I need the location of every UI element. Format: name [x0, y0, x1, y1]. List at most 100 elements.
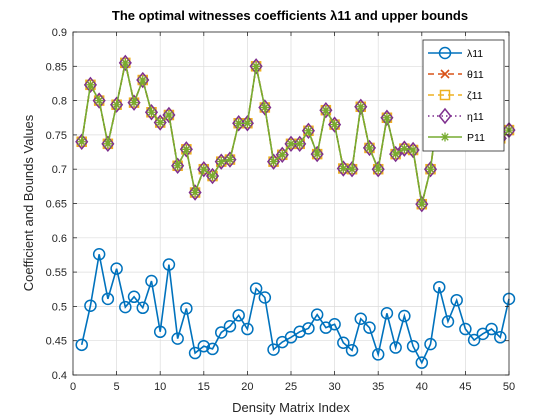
data-point: [136, 301, 150, 315]
x-tick-label: 10: [154, 381, 166, 393]
legend-label: ζ11: [467, 90, 483, 102]
data-point: [459, 322, 472, 336]
data-point: [328, 317, 341, 331]
data-point: [354, 98, 368, 115]
data-point: [216, 157, 226, 167]
data-point: [336, 160, 350, 177]
data-point: [310, 308, 324, 321]
data-point: [112, 100, 122, 110]
data-point: [356, 102, 366, 112]
data-point: [249, 282, 263, 295]
series-line: [80, 254, 510, 365]
legend-marker: [438, 46, 452, 60]
data-point: [223, 320, 237, 333]
data-point: [371, 348, 385, 361]
data-point: [103, 139, 113, 149]
data-point: [249, 58, 263, 75]
data-point: [232, 309, 245, 322]
data-point: [241, 322, 254, 336]
data-point: [129, 98, 139, 108]
data-point: [424, 337, 437, 351]
x-tick-label: 50: [503, 381, 515, 393]
legend-marker: [440, 132, 450, 142]
x-tick-label: 0: [70, 381, 76, 393]
data-point: [415, 195, 429, 213]
data-point: [467, 333, 481, 347]
data-point: [371, 160, 385, 178]
data-point: [415, 356, 429, 369]
data-point: [171, 157, 185, 174]
data-point: [345, 160, 359, 178]
data-point: [75, 133, 89, 150]
data-point: [286, 139, 296, 149]
data-point: [136, 71, 150, 89]
data-point: [417, 199, 427, 209]
data-point: [180, 302, 193, 315]
data-point: [240, 115, 254, 132]
data-point: [362, 139, 377, 157]
data-point: [101, 292, 115, 306]
data-point: [179, 141, 193, 158]
data-point: [302, 322, 315, 335]
data-point: [83, 76, 98, 94]
data-point: [321, 105, 331, 115]
data-point: [144, 104, 159, 121]
data-point: [110, 96, 124, 113]
legend-marker: [439, 89, 451, 101]
data-point: [391, 149, 401, 159]
data-point: [485, 322, 498, 336]
data-point: [364, 143, 374, 153]
data-point: [382, 113, 392, 123]
x-axis-label: Density Matrix Index: [232, 400, 350, 415]
x-tick-label: 35: [372, 381, 384, 393]
x-tick-label: 5: [114, 381, 120, 393]
data-point: [197, 160, 211, 178]
data-point: [84, 299, 97, 312]
data-point: [181, 144, 191, 154]
series-1: [75, 248, 516, 369]
axis-ticks: 0 5 10 15 20 25 30 35 40 45 50 0.4 0.45 0.5 0.55 0.6 0.6…: [46, 27, 516, 393]
data-point: [258, 99, 272, 116]
data-point: [432, 280, 446, 294]
data-point: [406, 141, 420, 159]
data-point: [155, 118, 165, 128]
data-point: [398, 309, 411, 323]
data-point: [171, 332, 184, 345]
data-point: [284, 135, 298, 153]
data-point: [347, 164, 357, 174]
data-point: [153, 325, 167, 339]
data-point: [75, 338, 88, 352]
legend-marker: [438, 107, 452, 125]
y-tick-label: 0.5: [52, 301, 67, 313]
data-point: [138, 75, 148, 85]
data-point: [225, 155, 235, 165]
data-point: [173, 161, 183, 171]
data-point: [337, 336, 350, 350]
y-tick-label: 0.7: [52, 164, 67, 176]
data-point: [267, 343, 280, 356]
data-point: [423, 160, 438, 178]
data-point: [110, 262, 123, 275]
y-tick-label: 0.85: [46, 61, 67, 73]
data-point: [295, 139, 305, 149]
data-point: [190, 188, 200, 198]
data-point: [145, 274, 158, 288]
data-point: [188, 346, 202, 360]
data-point: [426, 164, 436, 174]
data-point: [251, 61, 261, 71]
x-tick-label: 25: [285, 381, 297, 393]
x-tick-label: 45: [459, 381, 471, 393]
data-point: [206, 342, 219, 356]
data-point: [214, 326, 228, 339]
data-point: [92, 248, 106, 261]
data-point: [406, 339, 420, 353]
data-point: [101, 135, 115, 153]
data-point: [85, 80, 95, 90]
y-tick-label: 0.4: [52, 370, 67, 382]
data-point: [277, 150, 287, 160]
data-point: [162, 258, 176, 271]
chart-title: The optimal witnesses coefficients λ11 a…: [112, 8, 468, 23]
data-point: [494, 331, 507, 344]
legend-item: ζ11: [428, 89, 483, 102]
